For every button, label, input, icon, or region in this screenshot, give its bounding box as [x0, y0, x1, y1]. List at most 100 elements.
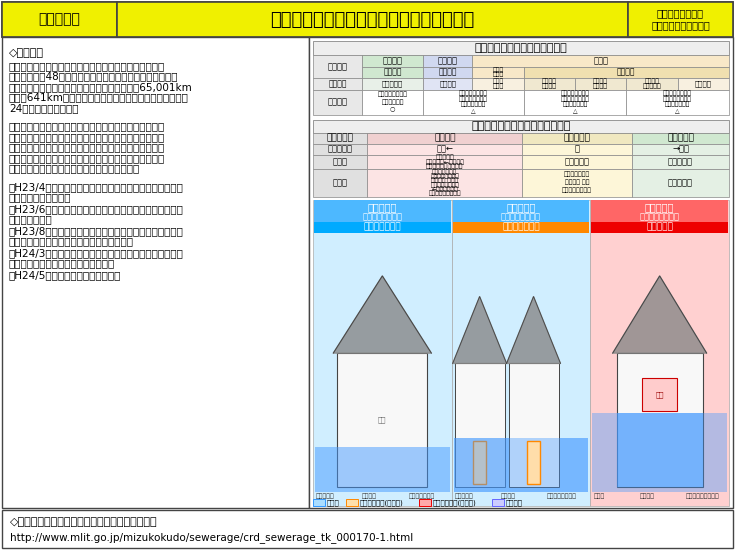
- Text: リスク: リスク: [333, 157, 348, 167]
- Text: 設備: 設備: [656, 392, 664, 398]
- Bar: [592, 222, 728, 233]
- Text: 中: 中: [575, 145, 580, 154]
- Bar: [523, 155, 632, 169]
- Bar: [453, 438, 588, 492]
- Text: 設備等の水没化）: 設備等の水没化）: [562, 188, 592, 193]
- Text: 高　←: 高 ←: [437, 145, 453, 154]
- Bar: [452, 200, 590, 506]
- Text: 水処理機能: 水処理機能: [642, 83, 662, 89]
- Bar: [368, 144, 523, 155]
- Text: 電気・水没化対応: 電気・水没化対応: [547, 493, 577, 499]
- Text: リスク低減: リスク低減: [564, 157, 589, 167]
- Text: 消毒機能: 消毒機能: [542, 83, 556, 89]
- Text: 「早期に復旧」: 「早期に復旧」: [665, 102, 690, 107]
- Bar: [617, 414, 703, 487]
- Text: 浸水を許容: 浸水を許容: [668, 178, 693, 188]
- Text: 東日本大震災の津波により，機械電気設備の損壊等を: 東日本大震災の津波により，機械電気設備の損壊等を: [9, 61, 165, 71]
- Text: △: △: [573, 108, 577, 113]
- Bar: [592, 200, 728, 222]
- Text: 受けた処理場48箇所（震災当初）が稼働停止した。また，: 受けた処理場48箇所（震災当初）が稼働停止した。また，: [9, 72, 179, 81]
- Bar: [423, 67, 472, 78]
- Bar: [362, 67, 423, 78]
- Text: 全体機能: 全体機能: [439, 68, 457, 77]
- Text: 耐津波性能: 耐津波性能: [326, 134, 354, 143]
- Bar: [678, 78, 729, 90]
- Bar: [346, 499, 358, 506]
- Text: http://www.mlit.go.jp/mizukokudo/sewerage/crd_sewerage_tk_000170-1.html: http://www.mlit.go.jp/mizukokudo/sewerag…: [10, 532, 413, 543]
- Bar: [632, 169, 729, 196]
- Bar: [472, 67, 523, 78]
- Text: ・H23/6：　「段階的応急復旧のあり方」（第２次提言）: ・H23/6： 「段階的応急復旧のあり方」（第２次提言）: [9, 204, 184, 214]
- Text: 下水道施設の標準的耐津波性能: 下水道施設の標準的耐津波性能: [475, 43, 567, 53]
- Text: 耐示設備: 耐示設備: [506, 499, 523, 506]
- Text: の機能: の機能: [492, 83, 503, 89]
- Text: 指針について見直しを行うことを目的として，「下水道: 指針について見直しを行うことを目的として，「下水道: [9, 153, 165, 163]
- Text: 被災時においても: 被災時においても: [378, 92, 408, 97]
- Text: ←得ない場合は: ←得ない場合は: [431, 186, 458, 192]
- Text: 場合は「リスク低減」: 場合は「リスク低減」: [426, 163, 464, 169]
- Bar: [453, 200, 589, 222]
- Bar: [455, 364, 505, 487]
- Text: （浸水高さ以上に: （浸水高さ以上に: [430, 173, 459, 179]
- Bar: [423, 78, 472, 90]
- Text: 管渠については被災地方公共団体の管渠総延長65,001km: 管渠については被災地方公共団体の管渠総延長65,001km: [9, 82, 193, 92]
- Bar: [314, 222, 451, 233]
- Bar: [590, 200, 729, 506]
- Text: ・H23/8：　「東日本大震災で被災した下水道施設の本復: ・H23/8： 「東日本大震災で被災した下水道施設の本復: [9, 226, 184, 236]
- Text: 堰口加防水壁(防水壁): 堰口加防水壁(防水壁): [360, 499, 404, 506]
- Polygon shape: [613, 276, 706, 353]
- Text: 施設種別: 施設種別: [327, 62, 348, 71]
- Text: 「迅速に復旧」: 「迅速に復旧」: [461, 102, 486, 107]
- Text: 構造物: 構造物: [593, 493, 605, 499]
- Text: リスク回避: リスク回避: [368, 202, 397, 213]
- Bar: [642, 378, 677, 411]
- Bar: [313, 78, 362, 90]
- Text: 処理場: 処理場: [593, 56, 608, 65]
- Text: ◇取組概要: ◇取組概要: [9, 48, 44, 58]
- Bar: [575, 78, 626, 90]
- Bar: [523, 67, 729, 78]
- Text: 国づくり，まちづくり: 国づくり，まちづくり: [651, 20, 710, 30]
- Bar: [368, 155, 523, 169]
- Bar: [117, 2, 628, 37]
- Bar: [314, 200, 451, 222]
- Bar: [617, 353, 703, 487]
- Bar: [453, 222, 589, 233]
- Text: 必ず確保: 必ず確保: [434, 134, 456, 143]
- Bar: [313, 499, 325, 506]
- Text: 流量機能: 流量機能: [645, 79, 659, 84]
- Text: 一時的な稼働停止: 一時的な稼働停止: [560, 91, 589, 96]
- Polygon shape: [506, 296, 561, 364]
- Text: 防水壁設置: 防水壁設置: [455, 493, 473, 499]
- Bar: [313, 133, 368, 144]
- Bar: [527, 441, 539, 484]
- Text: ・H24/3：　「耐津波対策を考慮した下水道施設設計の考: ・H24/3： 「耐津波対策を考慮した下水道施設設計の考: [9, 248, 184, 258]
- Text: △: △: [471, 108, 476, 113]
- Text: のうち641kmで被災した（テレビカメラ調査ベース，平成: のうち641kmで被災した（テレビカメラ調査ベース，平成: [9, 92, 189, 102]
- Text: ・H24/5頃：最終報告書取りまとめ: ・H24/5頃：最終報告書取りまとめ: [9, 270, 121, 280]
- Bar: [523, 133, 632, 144]
- Text: 電気・制御設備: 電気・制御設備: [409, 493, 434, 499]
- Bar: [628, 2, 733, 37]
- Text: は許容するものの: は許容するものの: [560, 96, 589, 102]
- Text: 汚濁機能: 汚濁機能: [593, 79, 608, 84]
- Bar: [626, 90, 729, 115]
- Bar: [523, 78, 575, 90]
- Text: 「強固な防水構造」: 「強固な防水構造」: [429, 190, 461, 196]
- Text: は許容するものの: は許容するものの: [663, 96, 692, 102]
- Text: 国土交通省: 国土交通省: [38, 13, 80, 26]
- Text: 設備設置 又は，: 設備設置 又は，: [431, 178, 459, 183]
- Bar: [362, 55, 423, 67]
- Text: 地震・津波対策技術検討委員会」を設置した。: 地震・津波対策技術検討委員会」を設置した。: [9, 163, 140, 173]
- Bar: [2, 37, 309, 508]
- Text: 24年４月９日時点）。: 24年４月９日時点）。: [9, 103, 79, 113]
- Text: 重要施設確保(防水壁): 重要施設確保(防水壁): [433, 499, 477, 506]
- Bar: [362, 90, 423, 115]
- Bar: [309, 37, 733, 508]
- Bar: [523, 144, 632, 155]
- Text: ポンプ場: ポンプ場: [438, 56, 458, 65]
- Text: の機能: の機能: [492, 72, 503, 77]
- Text: 下水道施設に甚大な被害をもたらした東日本大震災の: 下水道施設に甚大な被害をもたらした東日本大震災の: [9, 122, 165, 131]
- Text: 下水道施設の耐震対策・耐津波対策の推進: 下水道施設の耐震対策・耐津波対策の推進: [270, 10, 475, 29]
- Text: 一時的な稼働停止: 一時的な稼働停止: [459, 91, 488, 96]
